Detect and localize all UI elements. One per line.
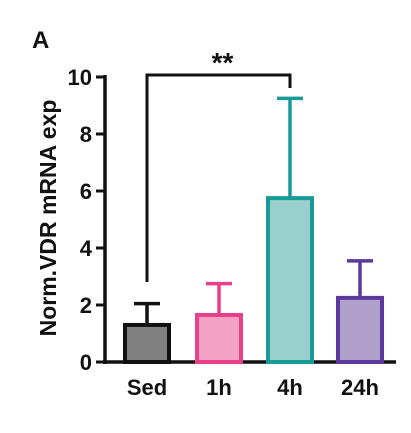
bar-Sed: [123, 322, 171, 365]
x-tick-label: Sed: [127, 375, 167, 400]
bar-24h: [336, 295, 384, 364]
tick-labels: 0 2 4 6 8 10 Sed 1h 4h 24h: [68, 65, 379, 400]
bar-4h: [266, 196, 314, 364]
y-tick-label: 6: [80, 179, 92, 204]
bar-1h: [195, 312, 243, 365]
y-tick-label: 2: [80, 293, 92, 318]
y-tick-label: 10: [68, 65, 92, 90]
bars-group: [123, 96, 384, 365]
x-tick-label: 24h: [341, 375, 379, 400]
significance-line: [145, 73, 292, 282]
panel-label: A: [32, 27, 49, 54]
significance-bracket: **: [145, 47, 292, 282]
significance-label: **: [212, 47, 234, 78]
y-tick-label: 4: [80, 236, 93, 261]
y-tick-label: 8: [80, 122, 92, 147]
y-axis-label: Norm.VDR mRNA exp: [35, 100, 61, 337]
y-tick-label: 0: [80, 350, 92, 375]
x-tick-label: 4h: [277, 375, 303, 400]
x-tick-label: 1h: [206, 375, 232, 400]
